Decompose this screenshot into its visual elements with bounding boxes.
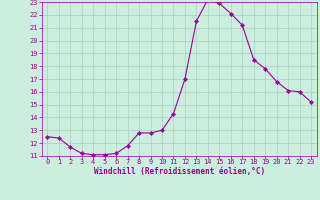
X-axis label: Windchill (Refroidissement éolien,°C): Windchill (Refroidissement éolien,°C): [94, 167, 265, 176]
